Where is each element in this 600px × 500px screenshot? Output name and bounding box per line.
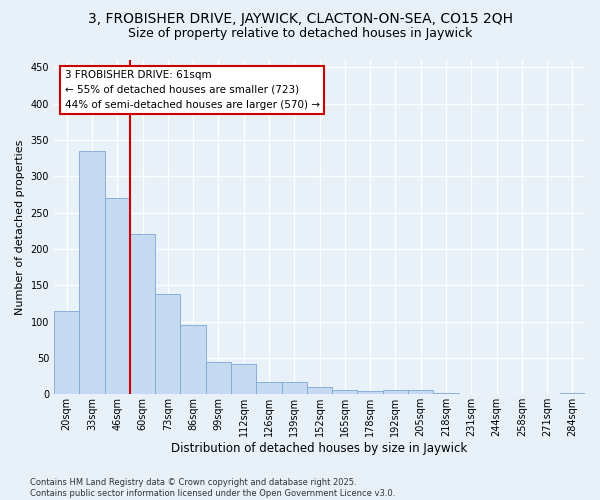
Text: Size of property relative to detached houses in Jaywick: Size of property relative to detached ho…: [128, 28, 472, 40]
Bar: [104, 198, 130, 394]
Bar: [332, 390, 358, 394]
Bar: [256, 382, 281, 394]
Bar: [155, 294, 181, 394]
Text: 3 FROBISHER DRIVE: 61sqm
← 55% of detached houses are smaller (723)
44% of semi-: 3 FROBISHER DRIVE: 61sqm ← 55% of detach…: [65, 70, 320, 110]
X-axis label: Distribution of detached houses by size in Jaywick: Distribution of detached houses by size …: [172, 442, 467, 455]
Text: Contains HM Land Registry data © Crown copyright and database right 2025.
Contai: Contains HM Land Registry data © Crown c…: [30, 478, 395, 498]
Bar: [206, 362, 231, 394]
Text: 3, FROBISHER DRIVE, JAYWICK, CLACTON-ON-SEA, CO15 2QH: 3, FROBISHER DRIVE, JAYWICK, CLACTON-ON-…: [88, 12, 512, 26]
Y-axis label: Number of detached properties: Number of detached properties: [15, 140, 25, 315]
Bar: [358, 390, 383, 394]
Bar: [79, 151, 104, 394]
Bar: [231, 364, 256, 394]
Bar: [560, 393, 585, 394]
Bar: [281, 382, 307, 394]
Bar: [307, 387, 332, 394]
Bar: [408, 390, 433, 394]
Bar: [383, 390, 408, 394]
Bar: [433, 393, 458, 394]
Bar: [54, 310, 79, 394]
Bar: [181, 326, 206, 394]
Bar: [130, 234, 155, 394]
